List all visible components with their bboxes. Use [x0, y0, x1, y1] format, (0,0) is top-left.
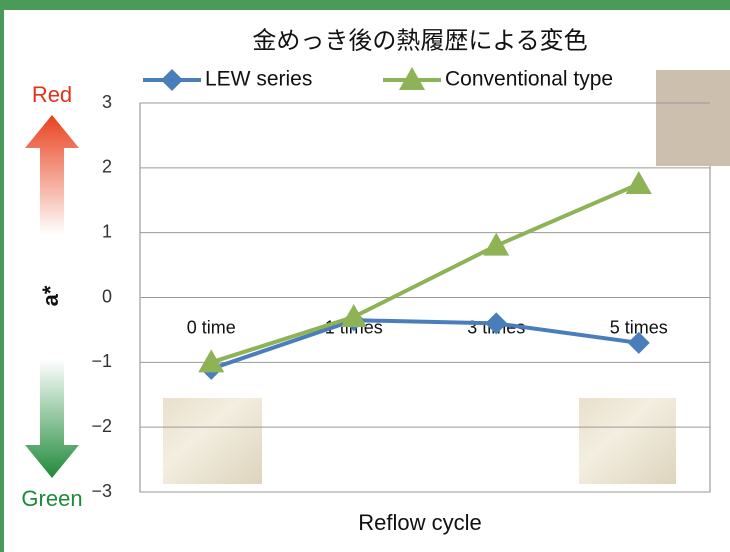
x-tick-label: 0 time: [187, 317, 236, 337]
red-label: Red: [32, 82, 72, 107]
green-label: Green: [21, 486, 82, 511]
legend-marker: [161, 69, 183, 91]
y-tick-label: −2: [91, 416, 112, 436]
page: {"chart_data": {"type": "line", "title":…: [0, 0, 730, 552]
chart-title: 金めっき後の熱履歴による変色: [252, 27, 587, 54]
y-tick-label: 3: [102, 92, 112, 112]
legend-label: Conventional type: [445, 68, 613, 91]
y-tick-label: −1: [91, 351, 112, 371]
sample-image: [163, 398, 262, 484]
y-tick-label: 1: [102, 221, 112, 241]
chart: 金めっき後の熱履歴による変色 Reflow cycle a* Red Green…: [0, 0, 730, 552]
legend-label: LEW series: [205, 68, 312, 91]
sample-image: [656, 70, 730, 166]
green-arrow: [25, 360, 79, 478]
y-axis-title: a*: [38, 285, 63, 306]
y-tick-label: −3: [91, 481, 112, 501]
red-arrow: [25, 115, 79, 235]
y-tick-label: 2: [102, 157, 112, 177]
sample-image: [579, 398, 676, 484]
x-axis-title: Reflow cycle: [358, 510, 481, 535]
y-tick-label: 0: [102, 286, 112, 306]
